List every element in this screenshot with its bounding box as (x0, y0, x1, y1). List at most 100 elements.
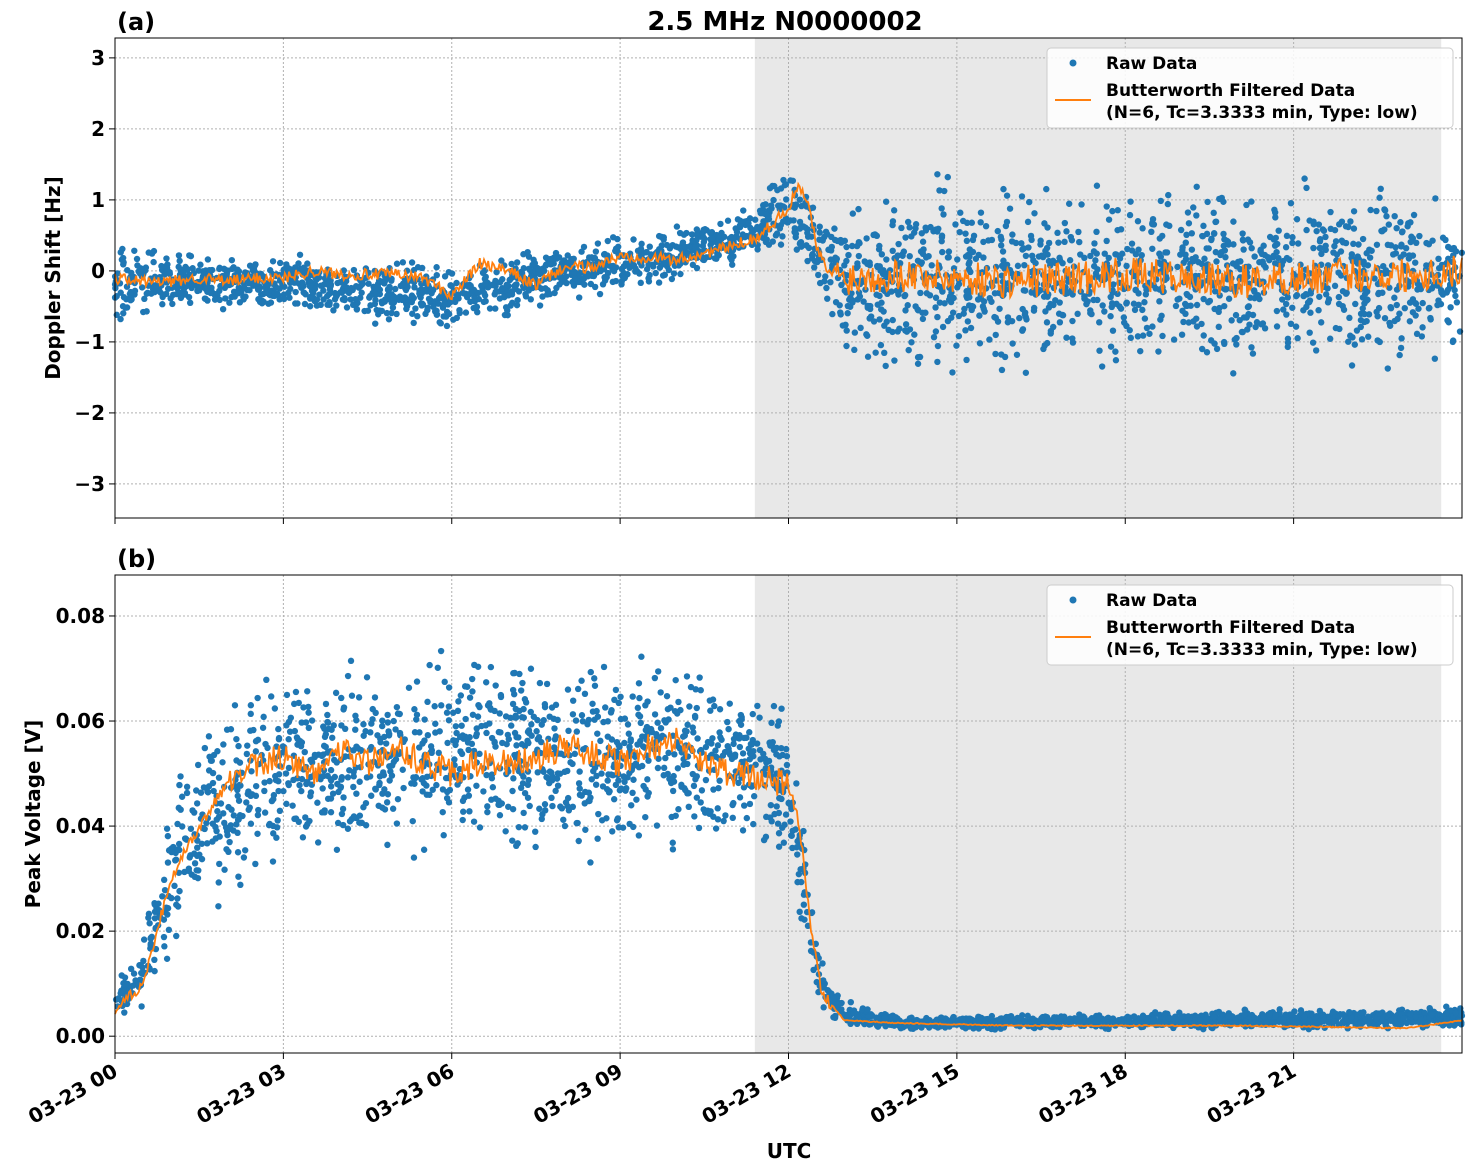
raw-data-point (1438, 289, 1444, 295)
raw-data-point (531, 714, 537, 720)
raw-data-point (1200, 223, 1206, 229)
raw-data-point (421, 716, 427, 722)
raw-data-point (1351, 225, 1357, 231)
raw-data-point (595, 240, 601, 246)
raw-data-point (1043, 186, 1049, 192)
raw-data-point (856, 240, 862, 246)
raw-data-point (433, 782, 439, 788)
raw-data-point (628, 802, 634, 808)
raw-data-point (664, 242, 670, 248)
raw-data-point (1412, 312, 1418, 318)
raw-data-point (525, 729, 531, 735)
raw-data-point (226, 300, 232, 306)
raw-data-point (449, 283, 455, 289)
raw-data-point (978, 209, 984, 215)
raw-data-point (1272, 243, 1278, 249)
raw-data-point (411, 781, 417, 787)
raw-data-point (293, 689, 299, 695)
raw-data-point (630, 777, 636, 783)
raw-data-point (120, 303, 126, 309)
legend-filtered-label: Butterworth Filtered Data (1106, 81, 1355, 101)
raw-data-point (852, 329, 858, 335)
raw-data-point (1127, 198, 1133, 204)
raw-data-point (1208, 337, 1214, 343)
raw-data-point (1233, 262, 1239, 268)
raw-data-point (1101, 308, 1107, 314)
raw-data-point (537, 302, 543, 308)
raw-data-point (654, 822, 660, 828)
raw-data-point (541, 268, 547, 274)
raw-data-point (128, 289, 134, 295)
raw-data-point (890, 317, 896, 323)
raw-data-point (1023, 370, 1029, 376)
raw-data-point (302, 301, 308, 307)
raw-data-point (1349, 362, 1355, 368)
raw-data-point (820, 237, 826, 243)
raw-data-point (554, 717, 560, 723)
raw-data-point (214, 816, 220, 822)
raw-data-point (1412, 259, 1418, 265)
raw-data-point (578, 678, 584, 684)
raw-data-point (1240, 246, 1246, 252)
raw-data-point (864, 333, 870, 339)
raw-data-point (817, 223, 823, 229)
raw-data-point (385, 728, 391, 734)
raw-data-point (1020, 326, 1026, 332)
raw-data-point (727, 700, 733, 706)
raw-data-point (936, 187, 942, 193)
raw-data-point (223, 846, 229, 852)
raw-data-point (601, 664, 607, 670)
raw-data-point (1180, 319, 1186, 325)
raw-data-point (801, 916, 807, 922)
raw-data-point (560, 817, 566, 823)
raw-data-point (481, 299, 487, 305)
raw-data-point (992, 351, 998, 357)
raw-data-point (938, 205, 944, 211)
raw-data-point (469, 688, 475, 694)
raw-data-point (244, 287, 250, 293)
raw-data-point (1250, 350, 1256, 356)
raw-data-point (920, 316, 926, 322)
raw-data-point (899, 253, 905, 259)
raw-data-point (625, 721, 631, 727)
raw-data-point (1279, 296, 1285, 302)
raw-data-point (314, 800, 320, 806)
raw-data-point (1189, 256, 1195, 262)
raw-data-point (834, 238, 840, 244)
raw-data-point (143, 308, 149, 314)
raw-data-point (581, 244, 587, 250)
raw-data-point (896, 325, 902, 331)
raw-data-point (233, 736, 239, 742)
raw-data-point (168, 895, 174, 901)
raw-data-point (409, 299, 415, 305)
raw-data-point (1301, 175, 1307, 181)
raw-data-point (1044, 319, 1050, 325)
raw-data-point (1336, 294, 1342, 300)
raw-data-point (1076, 239, 1082, 245)
raw-data-point (352, 296, 358, 302)
raw-data-point (573, 717, 579, 723)
raw-data-point (595, 713, 601, 719)
raw-data-point (1450, 339, 1456, 345)
raw-data-point (594, 730, 600, 736)
raw-data-point (1442, 237, 1448, 243)
raw-data-point (483, 722, 489, 728)
raw-data-point (840, 322, 846, 328)
raw-data-point (768, 802, 774, 808)
raw-data-point (692, 244, 698, 250)
raw-data-point (214, 808, 220, 814)
raw-data-point (1021, 262, 1027, 268)
raw-data-point (576, 838, 582, 844)
raw-data-point (915, 258, 921, 264)
raw-data-point (352, 713, 358, 719)
raw-data-point (1354, 327, 1360, 333)
raw-data-point (153, 282, 159, 288)
raw-data-point (957, 210, 963, 216)
raw-data-point (287, 286, 293, 292)
raw-data-point (1055, 239, 1061, 245)
raw-data-point (776, 844, 782, 850)
raw-data-point (630, 236, 636, 242)
raw-data-point (986, 336, 992, 342)
raw-data-point (469, 676, 475, 682)
raw-data-point (891, 207, 897, 213)
